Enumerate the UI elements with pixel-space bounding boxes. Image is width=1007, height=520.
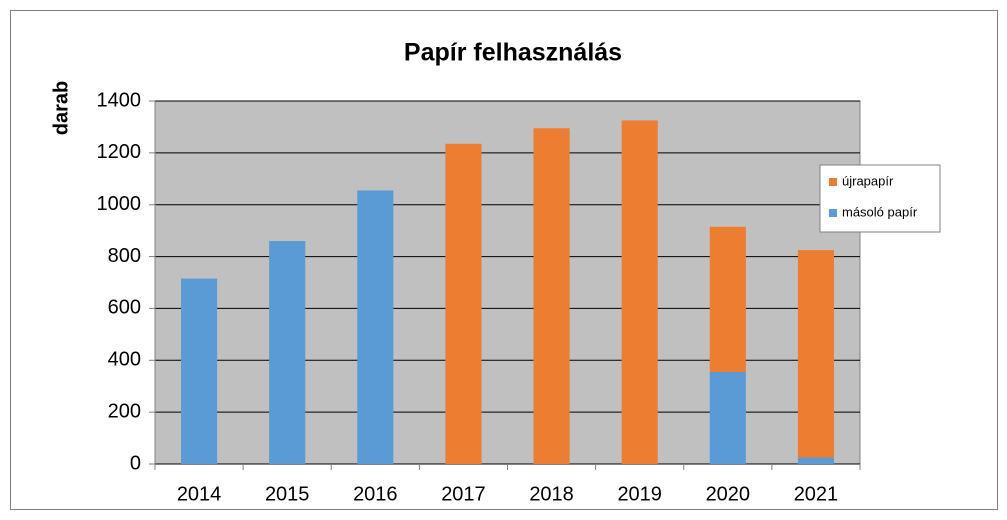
x-tick-label: 2016 [353,483,398,505]
y-tick-label: 200 [108,400,141,422]
bar-segment [533,128,570,464]
legend-label: újrapapír [842,173,894,188]
bar-segment [180,278,218,464]
y-tick-label: 400 [108,349,141,371]
y-tick-label: 0 [130,452,141,474]
x-tick-label: 2020 [706,483,751,505]
bar-segment [797,250,835,458]
x-tick-label: 2015 [265,483,310,505]
legend-swatch [829,178,837,186]
x-tick-label: 2019 [617,483,662,505]
bar-segment [357,190,394,465]
legend-box [819,164,941,233]
y-tick-label: 1200 [97,141,142,163]
bar-segment [709,226,746,372]
bar-segment [445,143,482,464]
y-tick-label: 800 [108,245,141,267]
legend-label: másoló papír [842,204,918,219]
x-tick-label: 2018 [529,483,574,505]
y-tick-label: 600 [108,297,141,319]
y-axis-label: darab [50,81,72,135]
legend-swatch [829,209,837,217]
y-tick-label: 1400 [97,89,142,111]
plot-area [154,100,861,465]
bar-segment [269,241,306,464]
bar-segment [797,457,835,464]
x-tick-label: 2017 [441,483,486,505]
y-tick-label: 1000 [97,193,142,215]
bar-segment [709,371,746,464]
bar-segment [621,120,658,465]
chart-title: Papír felhasználás [404,39,622,67]
x-tick-label: 2021 [794,483,839,505]
x-tick-label: 2014 [177,483,222,505]
